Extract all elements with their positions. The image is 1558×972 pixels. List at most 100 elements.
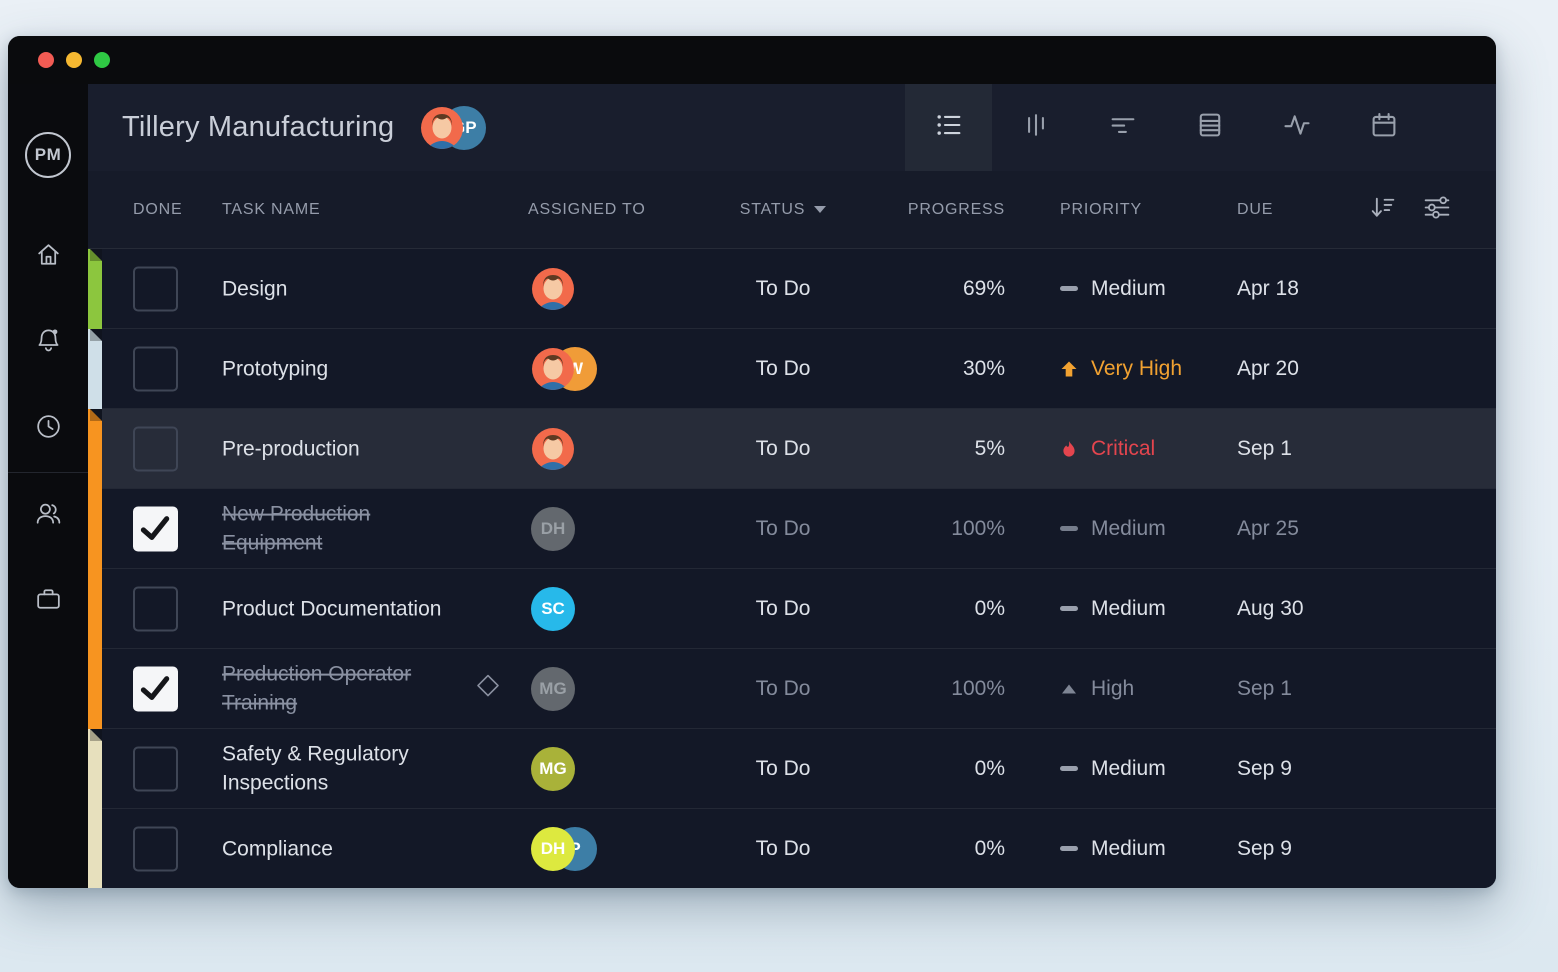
priority-cell[interactable]: Critical <box>1060 437 1155 461</box>
progress-value: 100% <box>951 676 1005 700</box>
due-date: Apr 25 <box>1237 516 1299 540</box>
assignee-avatars: DH P <box>531 826 597 871</box>
table-row[interactable]: Design To Do 69% Medium Apr 18 <box>88 249 1496 329</box>
status-value[interactable]: To Do <box>755 836 811 860</box>
table-row[interactable]: New Production Equipment DH To Do 100% M… <box>88 489 1496 569</box>
view-sheet-button[interactable] <box>1166 84 1253 171</box>
activity-view-icon <box>1282 110 1312 145</box>
minimize-window-button[interactable] <box>66 52 82 68</box>
priority-cell[interactable]: Medium <box>1060 837 1166 861</box>
priority-cell[interactable]: Medium <box>1060 517 1166 541</box>
progress-value: 100% <box>951 516 1005 540</box>
task-color-stripe <box>88 809 102 888</box>
filter-settings-button[interactable] <box>1422 192 1453 228</box>
due-date: Sep 9 <box>1237 756 1292 780</box>
done-checkbox[interactable] <box>133 506 178 551</box>
priority-label: Medium <box>1091 516 1166 540</box>
due-date: Apr 18 <box>1237 276 1299 300</box>
done-checkbox[interactable] <box>133 426 178 471</box>
status-value[interactable]: To Do <box>755 356 811 380</box>
priority-medium-icon <box>1060 846 1078 851</box>
status-value[interactable]: To Do <box>755 596 811 620</box>
sidebar-item-recent[interactable] <box>8 386 88 472</box>
table-row[interactable]: Pre-production To Do 5% Critical Sep 1 <box>88 409 1496 489</box>
pm-logo[interactable]: PM <box>25 132 71 178</box>
column-header-status[interactable]: STATUS <box>713 201 853 219</box>
priority-label: Medium <box>1091 276 1166 300</box>
task-name[interactable]: Pre-production <box>222 436 360 460</box>
priority-cell[interactable]: Medium <box>1060 277 1166 301</box>
view-activity-button[interactable] <box>1253 84 1340 171</box>
status-value[interactable]: To Do <box>755 516 811 540</box>
table-row[interactable]: Product Documentation SC To Do 0% Medium… <box>88 569 1496 649</box>
status-value[interactable]: To Do <box>755 436 811 460</box>
close-window-button[interactable] <box>38 52 54 68</box>
priority-cell[interactable]: Medium <box>1060 757 1166 781</box>
table-row[interactable]: Safety & Regulatory Inspections MG To Do… <box>88 729 1496 809</box>
assignee-avatars: MG <box>531 746 575 791</box>
assignee-avatars: W <box>531 346 597 391</box>
task-name[interactable]: Product Documentation <box>222 596 442 620</box>
due-date: Apr 20 <box>1237 356 1299 380</box>
done-checkbox[interactable] <box>133 266 178 311</box>
done-checkbox[interactable] <box>133 826 178 871</box>
task-name[interactable]: New Production Equipment <box>222 502 371 555</box>
status-value[interactable]: To Do <box>755 756 811 780</box>
sidebar-item-team[interactable] <box>8 473 88 559</box>
task-name[interactable]: Design <box>222 276 288 300</box>
table-row[interactable]: Prototyping W To Do 30% Very High Apr 20 <box>88 329 1496 409</box>
avatar: MG <box>531 746 575 791</box>
table-row[interactable]: Production Operator Training MG To Do 10… <box>88 649 1496 729</box>
due-date: Sep 1 <box>1237 676 1292 700</box>
assignee-avatars: MG <box>531 666 575 711</box>
status-value[interactable]: To Do <box>755 676 811 700</box>
assignee-avatars <box>531 267 575 311</box>
sidebar-item-notifications[interactable] <box>8 300 88 386</box>
project-members[interactable]: GP <box>420 105 487 150</box>
priority-cell[interactable]: Very High <box>1060 357 1182 381</box>
table-header-row: DONE TASK NAME ASSIGNED TO STATUS PROGRE… <box>88 171 1496 249</box>
sheet-view-icon <box>1195 110 1225 145</box>
task-name[interactable]: Safety & Regulatory Inspections <box>222 742 409 795</box>
done-checkbox[interactable] <box>133 586 178 631</box>
task-color-stripe <box>88 649 102 729</box>
priority-label: High <box>1091 676 1135 700</box>
avatar <box>531 267 575 311</box>
table-row[interactable]: Compliance DH P To Do 0% Medium Sep 9 <box>88 809 1496 888</box>
due-date: Sep 1 <box>1237 436 1292 460</box>
progress-value: 69% <box>962 276 1005 300</box>
priority-cell[interactable]: Medium <box>1060 597 1166 621</box>
sort-descending-button[interactable] <box>1367 192 1398 228</box>
briefcase-icon <box>33 584 64 620</box>
view-list-button[interactable] <box>905 84 992 171</box>
task-name[interactable]: Prototyping <box>222 356 329 380</box>
done-checkbox[interactable] <box>133 746 178 791</box>
status-value[interactable]: To Do <box>755 276 811 300</box>
task-color-stripe <box>88 489 102 569</box>
view-calendar-button[interactable] <box>1340 84 1427 171</box>
done-checkbox[interactable] <box>133 346 178 391</box>
view-gantt-button[interactable] <box>1079 84 1166 171</box>
priority-medium-icon <box>1060 766 1078 771</box>
zoom-window-button[interactable] <box>94 52 110 68</box>
assignee-avatars <box>531 427 575 471</box>
priority-label: Medium <box>1091 756 1166 780</box>
task-name[interactable]: Compliance <box>222 836 333 860</box>
view-board-button[interactable] <box>992 84 1079 171</box>
board-view-icon <box>1021 110 1051 145</box>
task-name[interactable]: Production Operator Training <box>222 662 412 715</box>
home-icon <box>33 239 64 275</box>
sidebar-item-portfolio[interactable] <box>8 559 88 645</box>
sidebar-item-home[interactable] <box>8 214 88 300</box>
pm-logo-text: PM <box>34 145 62 164</box>
column-header-assigned: ASSIGNED TO <box>528 200 646 218</box>
done-checkbox[interactable] <box>133 666 178 711</box>
progress-value: 5% <box>974 436 1005 460</box>
window-titlebar <box>8 36 1496 84</box>
priority-label: Critical <box>1091 436 1156 460</box>
priority-cell[interactable]: High <box>1060 677 1134 701</box>
column-header-task: TASK NAME <box>222 200 321 218</box>
priority-high-icon <box>1060 680 1078 698</box>
task-color-stripe <box>88 729 102 809</box>
progress-value: 0% <box>974 756 1005 780</box>
